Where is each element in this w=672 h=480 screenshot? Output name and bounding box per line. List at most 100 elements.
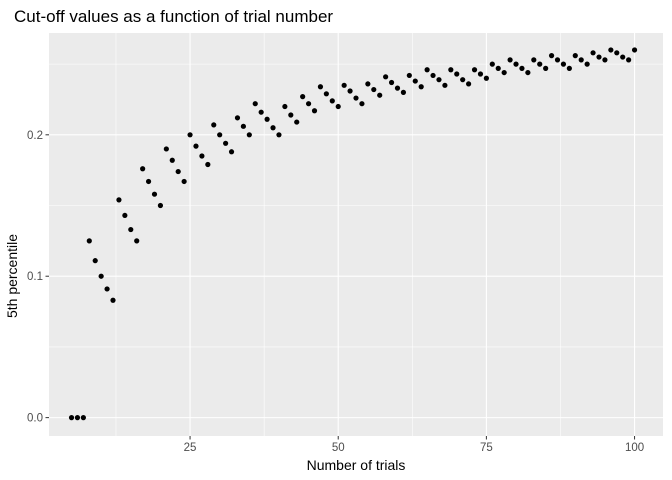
data-point-0-77	[525, 69, 531, 76]
data-point-0-26	[223, 140, 229, 146]
data-point-0-5	[98, 273, 104, 279]
data-point-0-58	[412, 78, 418, 84]
data-point-0-35	[276, 132, 282, 138]
data-point-0-20	[187, 132, 193, 138]
data-point-0-84	[566, 65, 572, 71]
data-point-0-67	[466, 81, 472, 87]
data-point-0-83	[560, 61, 567, 67]
data-point-0-31	[252, 101, 258, 107]
y-tick-label-0: 0.0	[27, 413, 43, 425]
plot-panel	[49, 33, 663, 436]
data-point-0-48	[353, 95, 359, 101]
data-point-0-65	[454, 71, 460, 77]
data-point-0-3	[86, 238, 92, 244]
data-point-0-40	[305, 101, 312, 107]
data-point-0-90	[602, 57, 608, 63]
data-point-0-75	[513, 61, 519, 67]
data-point-0-52	[377, 92, 383, 98]
data-point-0-33	[264, 116, 270, 122]
data-point-0-10	[128, 226, 134, 233]
data-point-0-63	[442, 82, 448, 88]
x-tick-label-2: 75	[480, 442, 493, 454]
data-point-0-7	[110, 297, 116, 303]
data-point-0-13	[145, 178, 152, 185]
data-point-0-89	[596, 54, 602, 60]
data-point-0-95	[631, 47, 638, 53]
data-point-0-25	[217, 132, 223, 138]
data-point-0-93	[620, 54, 626, 60]
data-point-0-45	[335, 103, 341, 110]
x-tick-label-1: 50	[332, 442, 345, 454]
data-point-0-68	[471, 67, 478, 73]
data-point-0-70	[483, 75, 489, 81]
data-point-0-79	[537, 61, 543, 67]
data-point-0-30	[246, 132, 252, 138]
data-point-0-23	[205, 161, 211, 168]
data-point-0-22	[199, 153, 205, 159]
data-point-0-72	[495, 65, 501, 71]
data-point-0-12	[140, 166, 146, 172]
data-point-0-18	[175, 168, 181, 175]
data-point-0-74	[507, 57, 513, 63]
data-point-0-0	[68, 415, 75, 421]
data-point-0-4	[92, 258, 98, 264]
data-point-0-36	[282, 103, 288, 110]
data-point-0-44	[329, 98, 335, 104]
data-point-0-49	[359, 101, 365, 107]
data-point-0-8	[116, 197, 122, 203]
x-axis: 25 50 75 100	[184, 436, 644, 454]
data-point-0-62	[436, 77, 442, 83]
data-point-0-29	[240, 123, 246, 129]
x-tick-label-3: 100	[625, 442, 644, 454]
data-point-0-32	[258, 109, 264, 115]
data-point-0-54	[388, 79, 395, 86]
data-point-0-85	[572, 53, 578, 59]
data-point-0-34	[270, 125, 276, 131]
y-axis: 0.0 0.1 0.2	[27, 130, 49, 425]
data-point-0-78	[531, 57, 537, 63]
data-point-0-94	[626, 57, 632, 63]
data-point-0-86	[578, 57, 584, 63]
data-point-0-50	[365, 81, 371, 87]
data-point-0-17	[169, 157, 175, 163]
data-point-0-21	[193, 143, 199, 149]
data-point-0-24	[211, 122, 217, 128]
data-point-0-2	[80, 415, 86, 421]
x-axis-title: Number of trials	[307, 457, 406, 473]
data-point-0-27	[228, 149, 235, 155]
data-points	[68, 47, 638, 421]
data-point-0-59	[418, 84, 424, 90]
data-point-0-66	[460, 77, 466, 83]
data-point-0-39	[300, 94, 306, 100]
data-point-0-69	[477, 71, 484, 77]
minor-gridlines	[49, 33, 663, 436]
data-point-0-11	[134, 238, 140, 244]
data-point-0-88	[590, 50, 596, 56]
data-point-0-15	[157, 202, 164, 209]
data-point-0-6	[104, 286, 110, 292]
data-point-0-76	[519, 65, 525, 71]
data-point-0-28	[234, 115, 241, 121]
data-point-0-64	[448, 67, 454, 73]
data-point-0-37	[288, 112, 294, 118]
data-point-0-43	[323, 91, 329, 97]
data-point-0-19	[181, 178, 187, 185]
y-tick-label-1: 0.1	[27, 271, 43, 283]
data-point-0-14	[151, 191, 158, 197]
data-point-0-41	[311, 108, 318, 114]
data-point-0-92	[614, 50, 620, 56]
data-point-0-55	[394, 85, 401, 91]
data-point-0-91	[608, 47, 614, 53]
x-tick-label-0: 25	[184, 442, 197, 454]
data-point-0-56	[400, 89, 407, 95]
data-point-0-71	[489, 61, 495, 67]
chart-title: Cut-off values as a function of trial nu…	[14, 7, 333, 26]
data-point-0-9	[122, 212, 128, 219]
data-point-0-47	[347, 88, 353, 94]
data-point-0-82	[554, 57, 561, 63]
data-point-0-1	[74, 415, 81, 421]
data-point-0-80	[543, 65, 549, 71]
data-point-0-16	[163, 146, 169, 152]
data-point-0-53	[383, 74, 389, 80]
